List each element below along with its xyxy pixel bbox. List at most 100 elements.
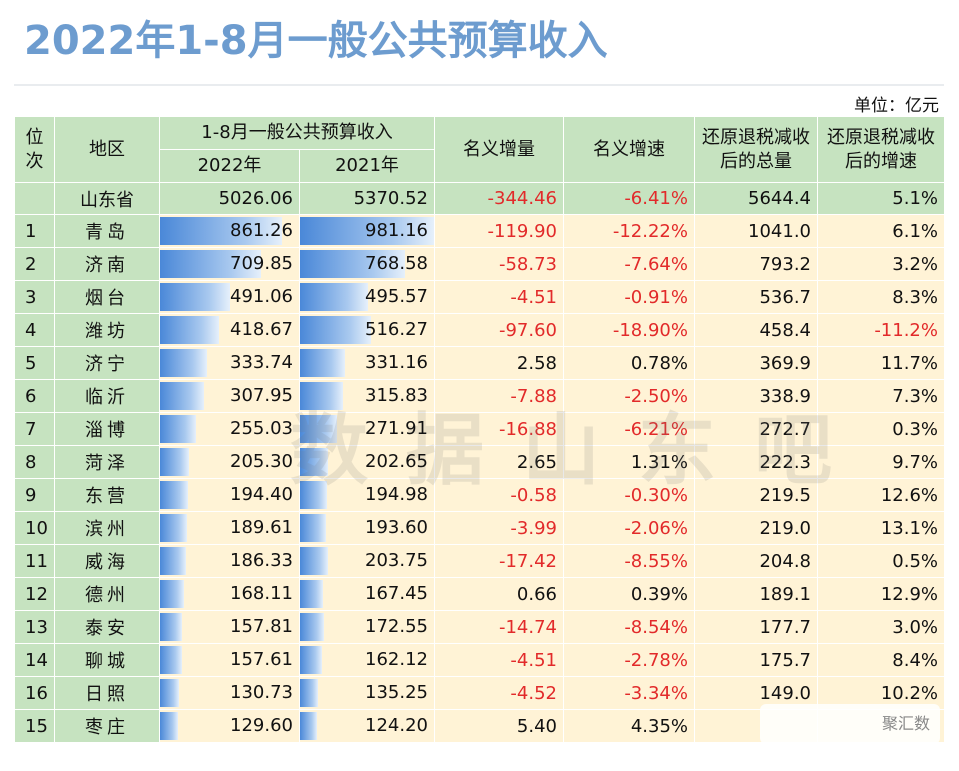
table-row: 12 德州 168.11 167.45 0.66 0.39% 189.1 12.9% [14, 577, 945, 611]
row-region: 临沂 [54, 379, 160, 413]
data-bar [160, 580, 184, 608]
bar-value: 162.12 [365, 649, 428, 670]
row-region: 东营 [54, 478, 160, 512]
bar-value: 203.75 [365, 550, 428, 571]
bar-value: 130.73 [230, 682, 293, 703]
bar-value: 205.30 [230, 451, 293, 472]
row-2021: 768.58 [299, 247, 435, 281]
row-2021: 315.83 [299, 379, 435, 413]
row-rate: -3.34% [563, 676, 695, 710]
row-rank: 16 [14, 676, 55, 710]
row-increase: 5.40 [434, 709, 564, 743]
data-bar [160, 514, 187, 542]
row-rank: 2 [14, 247, 55, 281]
row-2021: 202.65 [299, 445, 435, 479]
row-restored-rate: 3.2% [817, 247, 945, 281]
table-row: 9 东营 194.40 194.98 -0.58 -0.30% 219.5 12.6% [14, 478, 945, 512]
table-row: 10 滨州 189.61 193.60 -3.99 -2.06% 219.0 13.1% [14, 511, 945, 545]
data-bar [160, 712, 179, 740]
data-bar [300, 613, 324, 641]
row-region: 菏泽 [54, 445, 160, 479]
bar-value: 307.95 [230, 385, 293, 406]
bar-value: 193.60 [365, 517, 428, 538]
bar-value: 172.55 [365, 616, 428, 637]
bar-value: 255.03 [230, 418, 293, 439]
row-2022: 130.73 [159, 676, 300, 710]
row-rate: 4.35% [563, 709, 695, 743]
row-restored-total: 458.4 [694, 313, 818, 347]
province-2022: 5026.06 [159, 182, 300, 215]
row-region: 聊城 [54, 643, 160, 677]
row-increase: 2.58 [434, 346, 564, 380]
row-increase: -4.52 [434, 676, 564, 710]
row-rate: -0.91% [563, 280, 695, 314]
page-title: 2022年1-8月一般公共预算收入 [24, 18, 608, 64]
row-rate: -7.64% [563, 247, 695, 281]
row-2021: 203.75 [299, 544, 435, 578]
data-bar [160, 283, 230, 311]
unit-label: 单位：亿元 [854, 96, 939, 116]
row-restored-total: 536.7 [694, 280, 818, 314]
row-restored-total: 338.9 [694, 379, 818, 413]
data-bar [160, 415, 197, 443]
row-rank: 3 [14, 280, 55, 314]
row-restored-rate: 3.0% [817, 610, 945, 644]
row-region: 济宁 [54, 346, 160, 380]
row-increase: 2.65 [434, 445, 564, 479]
data-bar [300, 547, 328, 575]
row-2022: 418.67 [159, 313, 300, 347]
bar-value: 194.40 [230, 484, 293, 505]
bar-value: 981.16 [365, 220, 428, 241]
row-rank: 11 [14, 544, 55, 578]
row-2021: 981.16 [299, 214, 435, 248]
province-increase: -344.46 [434, 182, 564, 215]
row-restored-total: 793.2 [694, 247, 818, 281]
table-row: 11 威海 186.33 203.75 -17.42 -8.55% 204.8 0.5% [14, 544, 945, 578]
data-bar [160, 217, 282, 245]
data-bar [300, 316, 371, 344]
row-2021: 194.98 [299, 478, 435, 512]
row-2022: 157.61 [159, 643, 300, 677]
row-restored-rate: 12.6% [817, 478, 945, 512]
row-2022: 709.85 [159, 247, 300, 281]
data-bar [160, 547, 187, 575]
row-2021: 271.91 [299, 412, 435, 446]
row-rate: -8.55% [563, 544, 695, 578]
data-bar [300, 646, 323, 674]
data-bar [300, 217, 434, 245]
header-nominal-rate: 名义增速 [563, 116, 695, 183]
bar-value: 194.98 [365, 484, 428, 505]
table-row: 1 青岛 861.26 981.16 -119.90 -12.22% 1041.0 6.1% [14, 214, 945, 248]
bar-value: 186.33 [230, 550, 293, 571]
row-2022: 189.61 [159, 511, 300, 545]
row-restored-rate: 13.1% [817, 511, 945, 545]
row-restored-rate: 0.3% [817, 412, 945, 446]
row-restored-rate: 8.4% [817, 643, 945, 677]
row-increase: -4.51 [434, 280, 564, 314]
row-2021: 193.60 [299, 511, 435, 545]
table-row: 8 菏泽 205.30 202.65 2.65 1.31% 222.3 9.7% [14, 445, 945, 479]
bar-value: 135.25 [365, 682, 428, 703]
title-divider [14, 84, 944, 86]
row-2022: 194.40 [159, 478, 300, 512]
row-region: 济南 [54, 247, 160, 281]
data-bar [300, 283, 368, 311]
row-restored-rate: -11.2% [817, 313, 945, 347]
row-rate: -2.06% [563, 511, 695, 545]
row-restored-rate: 0.5% [817, 544, 945, 578]
row-2021: 516.27 [299, 313, 435, 347]
row-rank: 12 [14, 577, 55, 611]
row-2021: 495.57 [299, 280, 435, 314]
row-increase: -58.73 [434, 247, 564, 281]
bar-value: 861.26 [230, 220, 293, 241]
row-restored-rate: 7.3% [817, 379, 945, 413]
row-increase: -17.42 [434, 544, 564, 578]
row-rate: 0.39% [563, 577, 695, 611]
bar-value: 124.20 [365, 715, 428, 736]
province-restored-total: 5644.4 [694, 182, 818, 215]
row-restored-rate: 6.1% [817, 214, 945, 248]
row-restored-total: 1041.0 [694, 214, 818, 248]
row-rank: 5 [14, 346, 55, 380]
row-2022: 491.06 [159, 280, 300, 314]
bar-value: 331.16 [365, 352, 428, 373]
